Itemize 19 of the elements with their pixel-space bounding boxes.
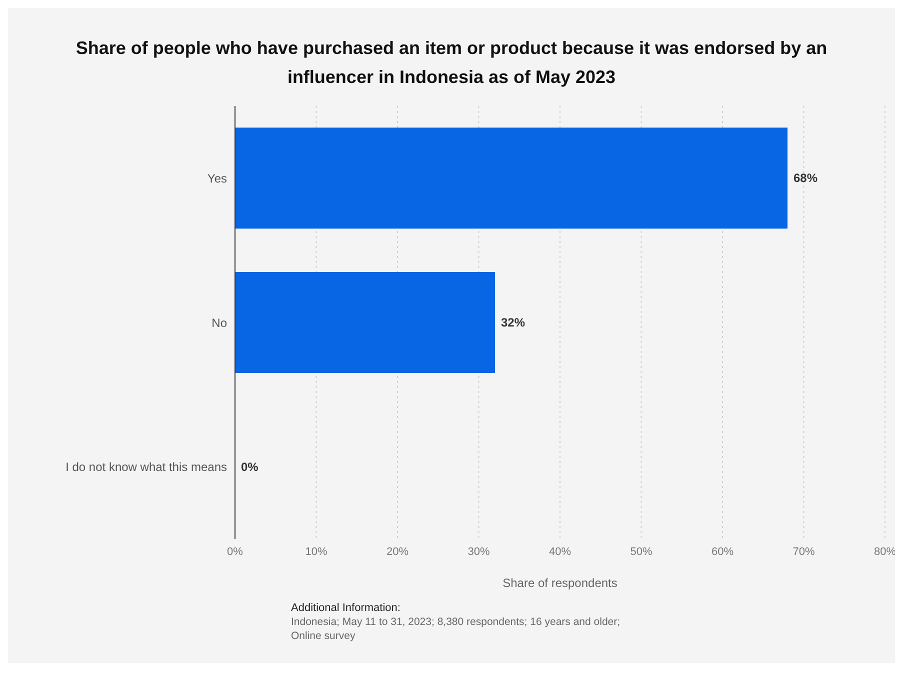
data-label: 68% [794, 171, 818, 186]
x-tick-label: 20% [386, 546, 409, 558]
text: Additional Information: [291, 601, 402, 615]
y-tick-label: No [212, 316, 228, 330]
data-label: 0% [241, 460, 259, 474]
x-axis-title: Share of respondents [502, 576, 618, 590]
x-tick-label: 0% [227, 546, 244, 558]
x-tick-label: 50% [630, 546, 652, 558]
text: Online survey [291, 629, 356, 643]
text: Indonesia; May 11 to 31, 2023; 8,380 respondents; 16 years and older; [291, 615, 620, 629]
data-label: 32% [501, 316, 526, 330]
y-tick-label: I do not know what this means [66, 460, 227, 474]
y-tick-label: Yes [207, 171, 227, 186]
x-tick-label: 70% [792, 546, 815, 558]
x-tick-label: 40% [548, 546, 572, 558]
x-tick-label: 60% [711, 546, 734, 558]
x-tick-label: 10% [305, 546, 328, 558]
x-tick-label: 30% [468, 546, 490, 558]
chart-title: Share of people who have purchased an item or product because it was endorsed by an influencer in Indonesia as of May 2023 [74, 37, 828, 89]
